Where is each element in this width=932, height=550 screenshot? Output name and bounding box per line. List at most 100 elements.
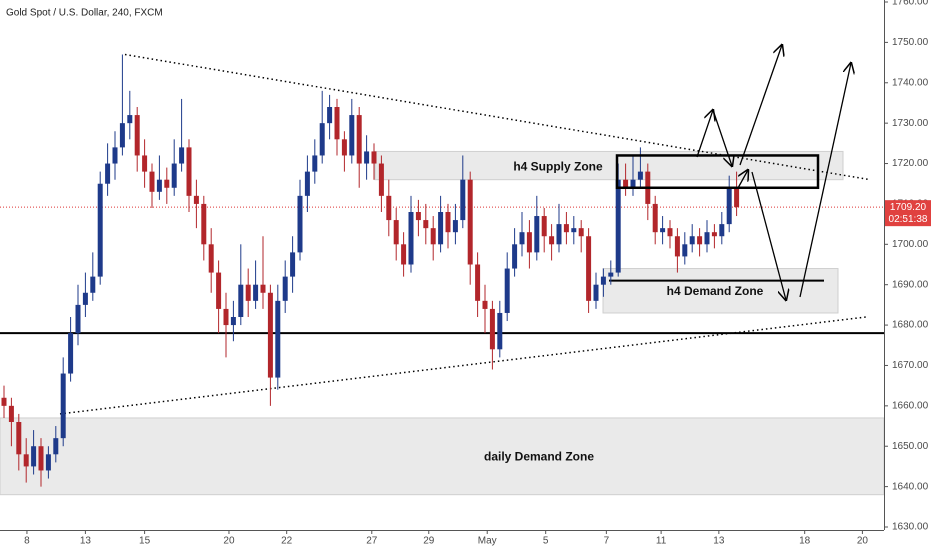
arrow xyxy=(712,109,732,166)
candle-body xyxy=(526,232,532,253)
x-tick-label: 13 xyxy=(713,536,725,547)
candle-body xyxy=(674,236,680,257)
candle-body xyxy=(8,405,14,422)
arrow xyxy=(799,63,851,298)
candle-body xyxy=(319,123,325,156)
candle-body xyxy=(652,203,658,233)
candle-body xyxy=(711,232,717,237)
candle-body xyxy=(534,216,540,253)
y-tick-label: 1750.00 xyxy=(892,37,929,48)
candle-body xyxy=(704,232,710,245)
arrow xyxy=(739,45,782,166)
candle-body xyxy=(445,212,451,233)
y-tick-label: 1730.00 xyxy=(892,118,929,129)
candle-body xyxy=(230,317,236,326)
candle-body xyxy=(571,228,577,233)
time-axis-bg xyxy=(0,530,932,550)
x-tick-label: 8 xyxy=(24,536,30,547)
candle-body xyxy=(578,228,584,237)
candle-body xyxy=(608,272,614,277)
candle-body xyxy=(497,312,503,350)
candle-body xyxy=(90,276,96,293)
candle-body xyxy=(156,179,162,192)
candle-body xyxy=(186,147,192,196)
candle-body xyxy=(726,187,732,225)
candle-body xyxy=(415,212,421,221)
candle-body xyxy=(519,232,525,245)
candle-body xyxy=(260,284,266,293)
candle-body xyxy=(682,244,688,257)
candle-body xyxy=(586,236,592,301)
candle-body xyxy=(386,195,392,221)
trend-line xyxy=(59,316,867,415)
candle-body xyxy=(341,139,347,156)
candle-body xyxy=(97,183,103,277)
x-tick-label: 22 xyxy=(281,536,293,547)
x-tick-label: 15 xyxy=(139,536,151,547)
candle-body xyxy=(312,155,318,172)
candle-body xyxy=(563,224,569,233)
candle-body xyxy=(512,244,518,269)
x-tick-label: 18 xyxy=(799,536,811,547)
candle-body xyxy=(267,292,273,378)
candle-body xyxy=(549,236,555,245)
candle-body xyxy=(16,422,22,455)
y-tick-label: 1670.00 xyxy=(892,360,929,371)
supply-box xyxy=(615,154,820,190)
x-tick-label: 13 xyxy=(80,536,92,547)
y-tick-label: 1700.00 xyxy=(892,239,929,250)
x-tick-label: 7 xyxy=(604,536,610,547)
candle-body xyxy=(615,179,621,273)
candle-body xyxy=(430,228,436,245)
y-tick-label: 1660.00 xyxy=(892,400,929,411)
candle-body xyxy=(105,163,111,184)
candle-body xyxy=(297,195,303,253)
candle-body xyxy=(364,151,370,164)
y-tick-label: 1690.00 xyxy=(892,279,929,290)
candle-body xyxy=(223,308,229,326)
candle-body xyxy=(475,264,481,301)
candle-body xyxy=(697,236,703,245)
x-tick-label: 27 xyxy=(366,536,378,547)
y-tick-label: 1720.00 xyxy=(892,158,929,169)
candle-body xyxy=(53,438,59,455)
candle-body xyxy=(393,220,399,245)
candle-body xyxy=(238,284,244,317)
candle-body xyxy=(208,244,214,273)
candle-body xyxy=(38,446,44,471)
candle-body xyxy=(142,155,148,172)
candle-body xyxy=(504,268,510,313)
candle-body xyxy=(623,179,629,188)
candles: h4 Supply Zone h4 Demand Zone daily Demand… xyxy=(1,54,820,487)
candle-body xyxy=(460,179,466,221)
candle-body xyxy=(149,171,155,192)
price-axis-bg xyxy=(884,0,932,550)
x-tick-label: 20 xyxy=(223,536,235,547)
y-tick-label: 1680.00 xyxy=(892,320,929,331)
candle-body xyxy=(482,300,488,309)
candle-body xyxy=(719,224,725,237)
candle-body xyxy=(630,179,636,188)
candle-body xyxy=(689,236,695,245)
candle-body xyxy=(31,446,37,467)
candle-body xyxy=(327,107,333,124)
x-tick-label: May xyxy=(478,536,497,547)
x-tick-label: 11 xyxy=(656,536,667,547)
last-price-label: 1709.20 xyxy=(890,202,927,213)
candle-body xyxy=(60,373,66,439)
candle-body xyxy=(541,216,547,237)
candle-body xyxy=(1,397,7,406)
candle-body xyxy=(378,163,384,196)
candle-body xyxy=(371,151,377,164)
y-tick-label: 1740.00 xyxy=(892,77,929,88)
candle-body xyxy=(68,333,74,374)
candle-body xyxy=(75,304,81,334)
candle-body xyxy=(356,115,362,164)
candle-body xyxy=(134,115,140,156)
y-tick-label: 1650.00 xyxy=(892,441,929,452)
candle-body xyxy=(119,123,125,148)
candle-body xyxy=(171,163,177,188)
candle-body xyxy=(401,244,407,265)
candle-body xyxy=(408,212,414,265)
